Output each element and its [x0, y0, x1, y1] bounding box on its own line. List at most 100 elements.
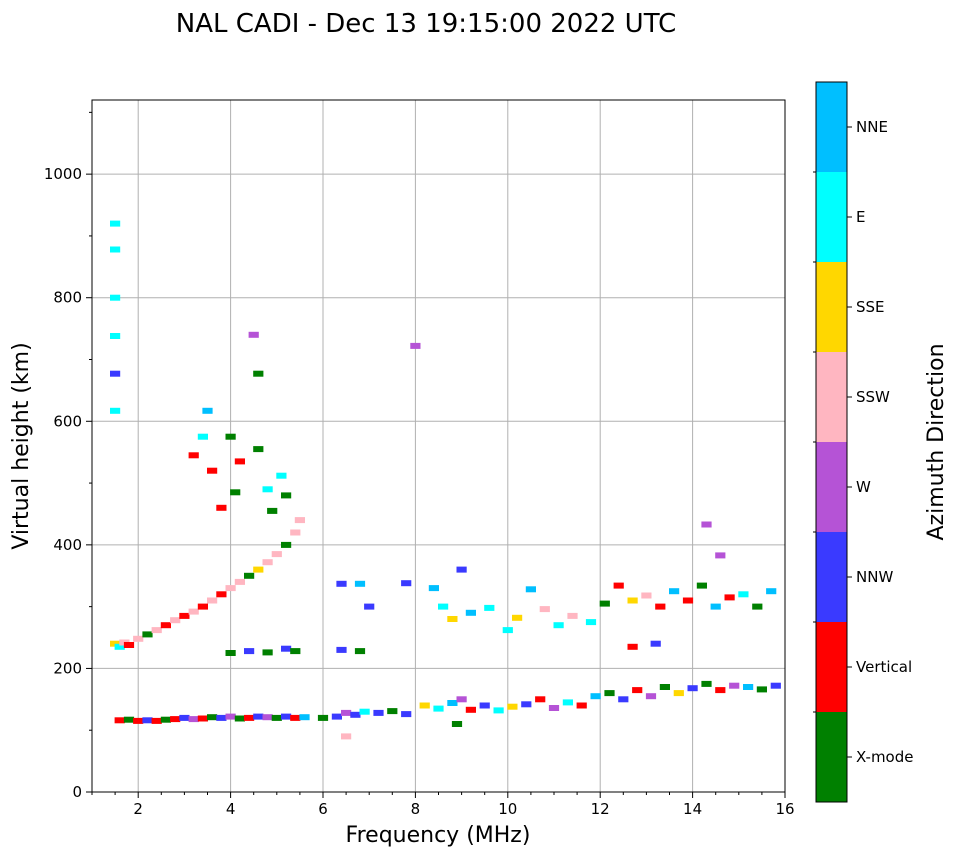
echo-point — [465, 706, 476, 713]
echo-point — [253, 370, 264, 377]
y-tick-label: 200 — [53, 659, 82, 677]
echo-point — [262, 486, 273, 493]
grid-lines — [92, 100, 785, 792]
echo-point — [276, 472, 287, 479]
echo-point — [456, 566, 467, 573]
echo-point — [234, 715, 245, 722]
echo-point — [465, 609, 476, 616]
echo-point — [507, 703, 518, 710]
y-axis-label: Virtual height (km) — [9, 342, 34, 549]
x-axis-label: Frequency (MHz) — [346, 823, 531, 848]
echo-point — [271, 551, 282, 558]
echo-point — [604, 690, 615, 697]
data-points — [110, 220, 781, 740]
echo-point — [151, 627, 162, 634]
echo-point — [262, 714, 273, 721]
echo-point — [281, 541, 292, 548]
echo-point — [659, 684, 670, 690]
y-tick-label: 400 — [53, 536, 82, 554]
echo-point — [525, 586, 536, 593]
x-tick-label: 10 — [498, 800, 517, 818]
colorbar-frame — [815, 81, 848, 803]
echo-point — [248, 331, 259, 338]
echo-point — [715, 687, 726, 694]
x-tick-label: 16 — [775, 800, 794, 818]
echo-point — [456, 696, 467, 703]
echo-point — [433, 705, 444, 712]
echo-point — [738, 591, 749, 598]
echo-point — [110, 370, 121, 377]
echo-point — [669, 588, 680, 595]
echo-point — [724, 594, 735, 601]
x-tick-label: 14 — [683, 800, 702, 818]
echo-point — [687, 685, 698, 692]
echo-point — [207, 467, 218, 474]
colorbar-segment — [816, 82, 847, 172]
echo-point — [244, 714, 255, 721]
echo-point — [253, 713, 264, 720]
y-tick-label: 0 — [72, 783, 82, 801]
y-axis-ticks: 0 200 400 600 800 1000 — [44, 111, 92, 801]
echo-point — [114, 717, 125, 724]
echo-point — [632, 687, 643, 694]
colorbar-tick-label: E — [856, 208, 865, 226]
y-tick-label: 600 — [53, 412, 82, 430]
echo-point — [110, 640, 121, 647]
echo-point — [752, 603, 763, 610]
echo-point — [197, 433, 208, 440]
echo-point — [419, 702, 430, 709]
echo-point — [447, 700, 458, 706]
echo-point — [160, 622, 171, 629]
echo-point — [521, 701, 532, 708]
colorbar-segment — [816, 442, 847, 532]
echo-point — [701, 680, 712, 687]
colorbar-segment — [816, 352, 847, 442]
echo-point — [110, 333, 121, 339]
echo-point — [123, 642, 135, 648]
echo-point — [373, 709, 384, 716]
echo-point — [179, 612, 190, 619]
echo-point — [627, 643, 638, 650]
echo-point — [170, 617, 181, 624]
echo-point — [225, 433, 236, 440]
echo-point — [359, 708, 370, 715]
echo-point — [114, 643, 125, 650]
x-axis-ticks: 2 4 6 8 10 12 14 16 — [91, 792, 795, 818]
echo-point — [271, 714, 282, 721]
echo-point — [110, 220, 121, 227]
echo-point — [535, 696, 546, 703]
echo-point — [701, 521, 712, 528]
echo-point — [438, 603, 449, 610]
echo-point — [641, 592, 652, 599]
colorbar-label: Azimuth Direction — [924, 343, 949, 540]
echo-point — [188, 716, 199, 723]
echo-point — [244, 648, 255, 655]
echo-point — [234, 578, 245, 585]
echo-point — [576, 702, 587, 709]
echo-point — [133, 717, 144, 724]
echo-point — [729, 682, 740, 689]
echo-point — [401, 580, 412, 587]
echo-point — [290, 714, 301, 721]
echo-point — [627, 597, 638, 604]
x-tick-label: 4 — [226, 800, 236, 818]
echo-point — [502, 627, 513, 634]
echo-point — [336, 580, 347, 587]
colorbar-tick-label: Vertical — [856, 658, 912, 676]
echo-point — [710, 603, 721, 610]
echo-point — [354, 648, 366, 655]
echo-point — [262, 649, 273, 656]
echo-point — [110, 246, 121, 253]
echo-point — [350, 711, 361, 718]
echo-point — [160, 716, 171, 723]
echo-point — [110, 294, 121, 301]
chart-title: NAL CADI - Dec 13 19:15:00 2022 UTC — [176, 9, 676, 39]
echo-point — [493, 707, 504, 714]
echo-point — [599, 600, 610, 607]
echo-point — [207, 714, 218, 721]
echo-point — [188, 608, 199, 615]
echo-point — [743, 684, 754, 690]
echo-point — [225, 585, 236, 592]
echo-point — [484, 604, 495, 611]
